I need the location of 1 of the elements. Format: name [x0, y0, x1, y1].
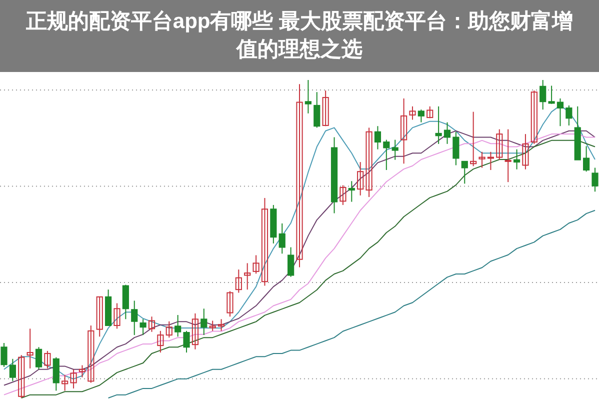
chart-title: 正规的配资平台app有哪些 最大股票配资平台：助您财富增值的理想之选	[24, 8, 574, 63]
